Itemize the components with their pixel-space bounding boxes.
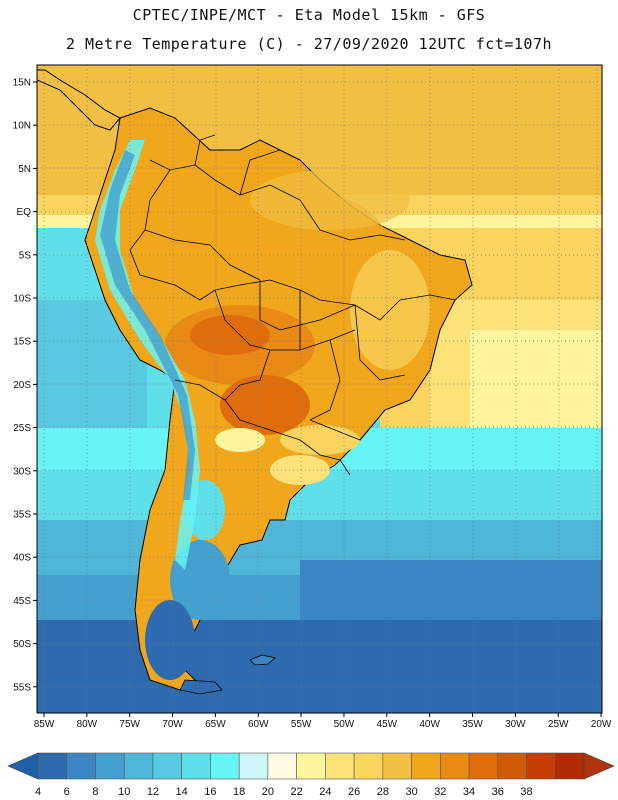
lat-label: 55S	[13, 682, 31, 693]
lat-label: 30S	[13, 466, 31, 477]
lat-label: 25S	[13, 423, 31, 434]
colorbar-label: 10	[118, 786, 130, 798]
colorbar-right-arrow	[583, 752, 615, 780]
colorbar-swatch	[296, 752, 326, 780]
lon-label: 80W	[77, 719, 98, 730]
lon-label: 50W	[334, 719, 355, 730]
colorbar-swatch	[210, 752, 240, 780]
lat-label: 40S	[13, 553, 31, 564]
lon-label: 20W	[591, 719, 612, 730]
lon-label: 55W	[291, 719, 312, 730]
colorbar-swatch	[66, 752, 96, 780]
colorbar-swatch	[382, 752, 412, 780]
lat-label: 10N	[13, 121, 31, 132]
lat-label: 5N	[18, 164, 31, 175]
colorbar-label: 38	[520, 786, 532, 798]
colorbar-swatch	[468, 752, 499, 780]
colorbar-label: 26	[348, 786, 360, 798]
colorbar-swatch	[95, 752, 125, 780]
lon-label: 40W	[419, 719, 440, 730]
lat-label: 35S	[13, 510, 31, 521]
lon-label: 35W	[462, 719, 483, 730]
colorbar: 4 6 8 10 12 14 16 18 20 22 24 26 28 30 32 34 36 38	[7, 752, 615, 798]
colorbar-swatch	[554, 752, 585, 780]
colorbar-swatch	[267, 752, 297, 780]
colorbar-swatch	[37, 752, 68, 780]
colorbar-label: 14	[176, 786, 188, 798]
latitude-axis: 15N 10N 5N EQ 5S 10S 15S 20S 25S 30S 35S 40S 45S 50S 5…	[13, 78, 37, 693]
colorbar-label: 4	[35, 786, 41, 798]
colorbar-label: 28	[377, 786, 389, 798]
lon-label: 85W	[34, 719, 55, 730]
colorbar-label: 36	[492, 786, 504, 798]
colorbar-swatch	[411, 752, 441, 780]
lon-label: 70W	[162, 719, 183, 730]
colorbar-label: 12	[147, 786, 159, 798]
lat-label: 15S	[13, 337, 31, 348]
colorbar-label: 24	[319, 786, 331, 798]
colorbar-swatch	[526, 752, 556, 780]
colorbar-left-arrow	[7, 752, 39, 780]
lat-label: 15N	[13, 78, 31, 89]
colorbar-label: 32	[434, 786, 446, 798]
longitude-axis: 85W 80W 75W 70W 65W 60W 55W 50W 45W 40W 35W 30W 25W 2…	[34, 713, 612, 730]
colorbar-label: 16	[204, 786, 216, 798]
colorbar-swatch	[152, 752, 182, 780]
colorbar-label: 34	[463, 786, 475, 798]
country-borders	[129, 134, 456, 476]
colorbar-swatch	[238, 752, 269, 780]
colorbar-swatch	[353, 752, 384, 780]
graticule	[37, 65, 602, 713]
lat-label: 20S	[13, 380, 31, 391]
lon-label: 25W	[548, 719, 569, 730]
map-title-line1: CPTEC/INPE/MCT - Eta Model 15km - GFS	[132, 6, 486, 24]
colorbar-swatch	[440, 752, 470, 780]
colorbar-swatch	[325, 752, 355, 780]
plot-frame	[36, 64, 603, 714]
colorbar-swatch	[497, 752, 527, 780]
lat-label: 5S	[19, 250, 32, 261]
lon-label: 45W	[377, 719, 398, 730]
colorbar-label: 6	[64, 786, 70, 798]
colorbar-swatch	[123, 752, 154, 780]
colorbar-label: 8	[92, 786, 98, 798]
lat-label: 10S	[13, 294, 31, 305]
lon-label: 30W	[505, 719, 526, 730]
colorbar-label: 30	[405, 786, 417, 798]
lon-label: 60W	[248, 719, 269, 730]
lon-label: 65W	[205, 719, 226, 730]
temperature-field	[37, 65, 602, 713]
lat-label: EQ	[17, 207, 32, 218]
map-title-line2: 2 Metre Temperature (C) - 27/09/2020 12U…	[65, 35, 553, 53]
colorbar-label: 22	[291, 786, 303, 798]
colorbar-label: 20	[262, 786, 274, 798]
colorbar-label: 18	[233, 786, 245, 798]
lat-label: 45S	[13, 596, 31, 607]
lat-label: 50S	[13, 639, 31, 650]
lon-label: 75W	[119, 719, 140, 730]
colorbar-swatch	[181, 752, 211, 780]
